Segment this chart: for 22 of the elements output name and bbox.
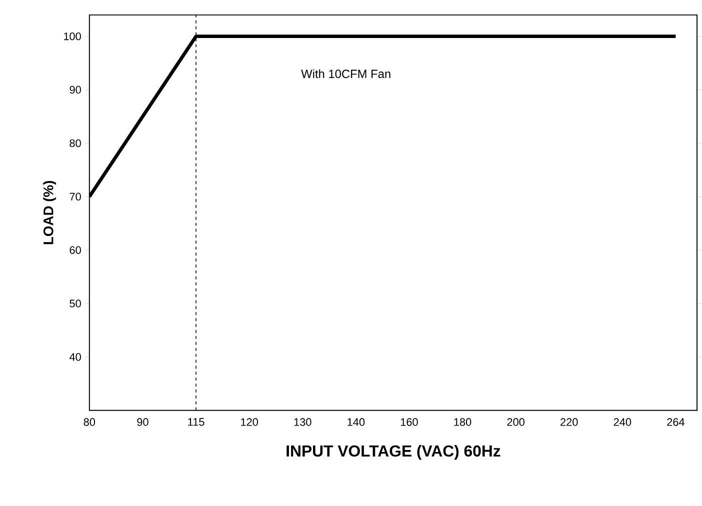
x-tick-label: 140 — [348, 418, 365, 426]
x-axis-title: INPUT VOLTAGE (VAC) 60Hz — [286, 444, 500, 460]
y-tick-label: 80 — [70, 139, 81, 148]
x-tick-label: 200 — [507, 418, 524, 426]
annotation: With 10CFM Fan — [301, 69, 390, 78]
x-tick-label: 120 — [241, 418, 258, 426]
x-tick-label: 180 — [454, 418, 472, 426]
y-tick-label: 90 — [70, 86, 81, 94]
x-tick-label: 80 — [84, 418, 96, 426]
x-tick-label: 115 — [188, 418, 204, 426]
x-tick-label: 264 — [667, 418, 684, 426]
y-tick-label: 70 — [70, 192, 81, 200]
x-tick-label: 130 — [294, 418, 312, 426]
x-tick-label: 160 — [400, 418, 418, 426]
y-axis-title: LOAD (%) — [43, 180, 56, 244]
y-tick-label: 60 — [70, 246, 81, 254]
x-tick-label: 220 — [560, 418, 578, 426]
x-tick-label: 90 — [137, 418, 148, 426]
y-tick-label: 40 — [69, 353, 81, 361]
x-tick-label: 240 — [614, 418, 632, 426]
y-tick-label: 100 — [64, 32, 81, 40]
y-tick-label: 50 — [70, 300, 81, 308]
